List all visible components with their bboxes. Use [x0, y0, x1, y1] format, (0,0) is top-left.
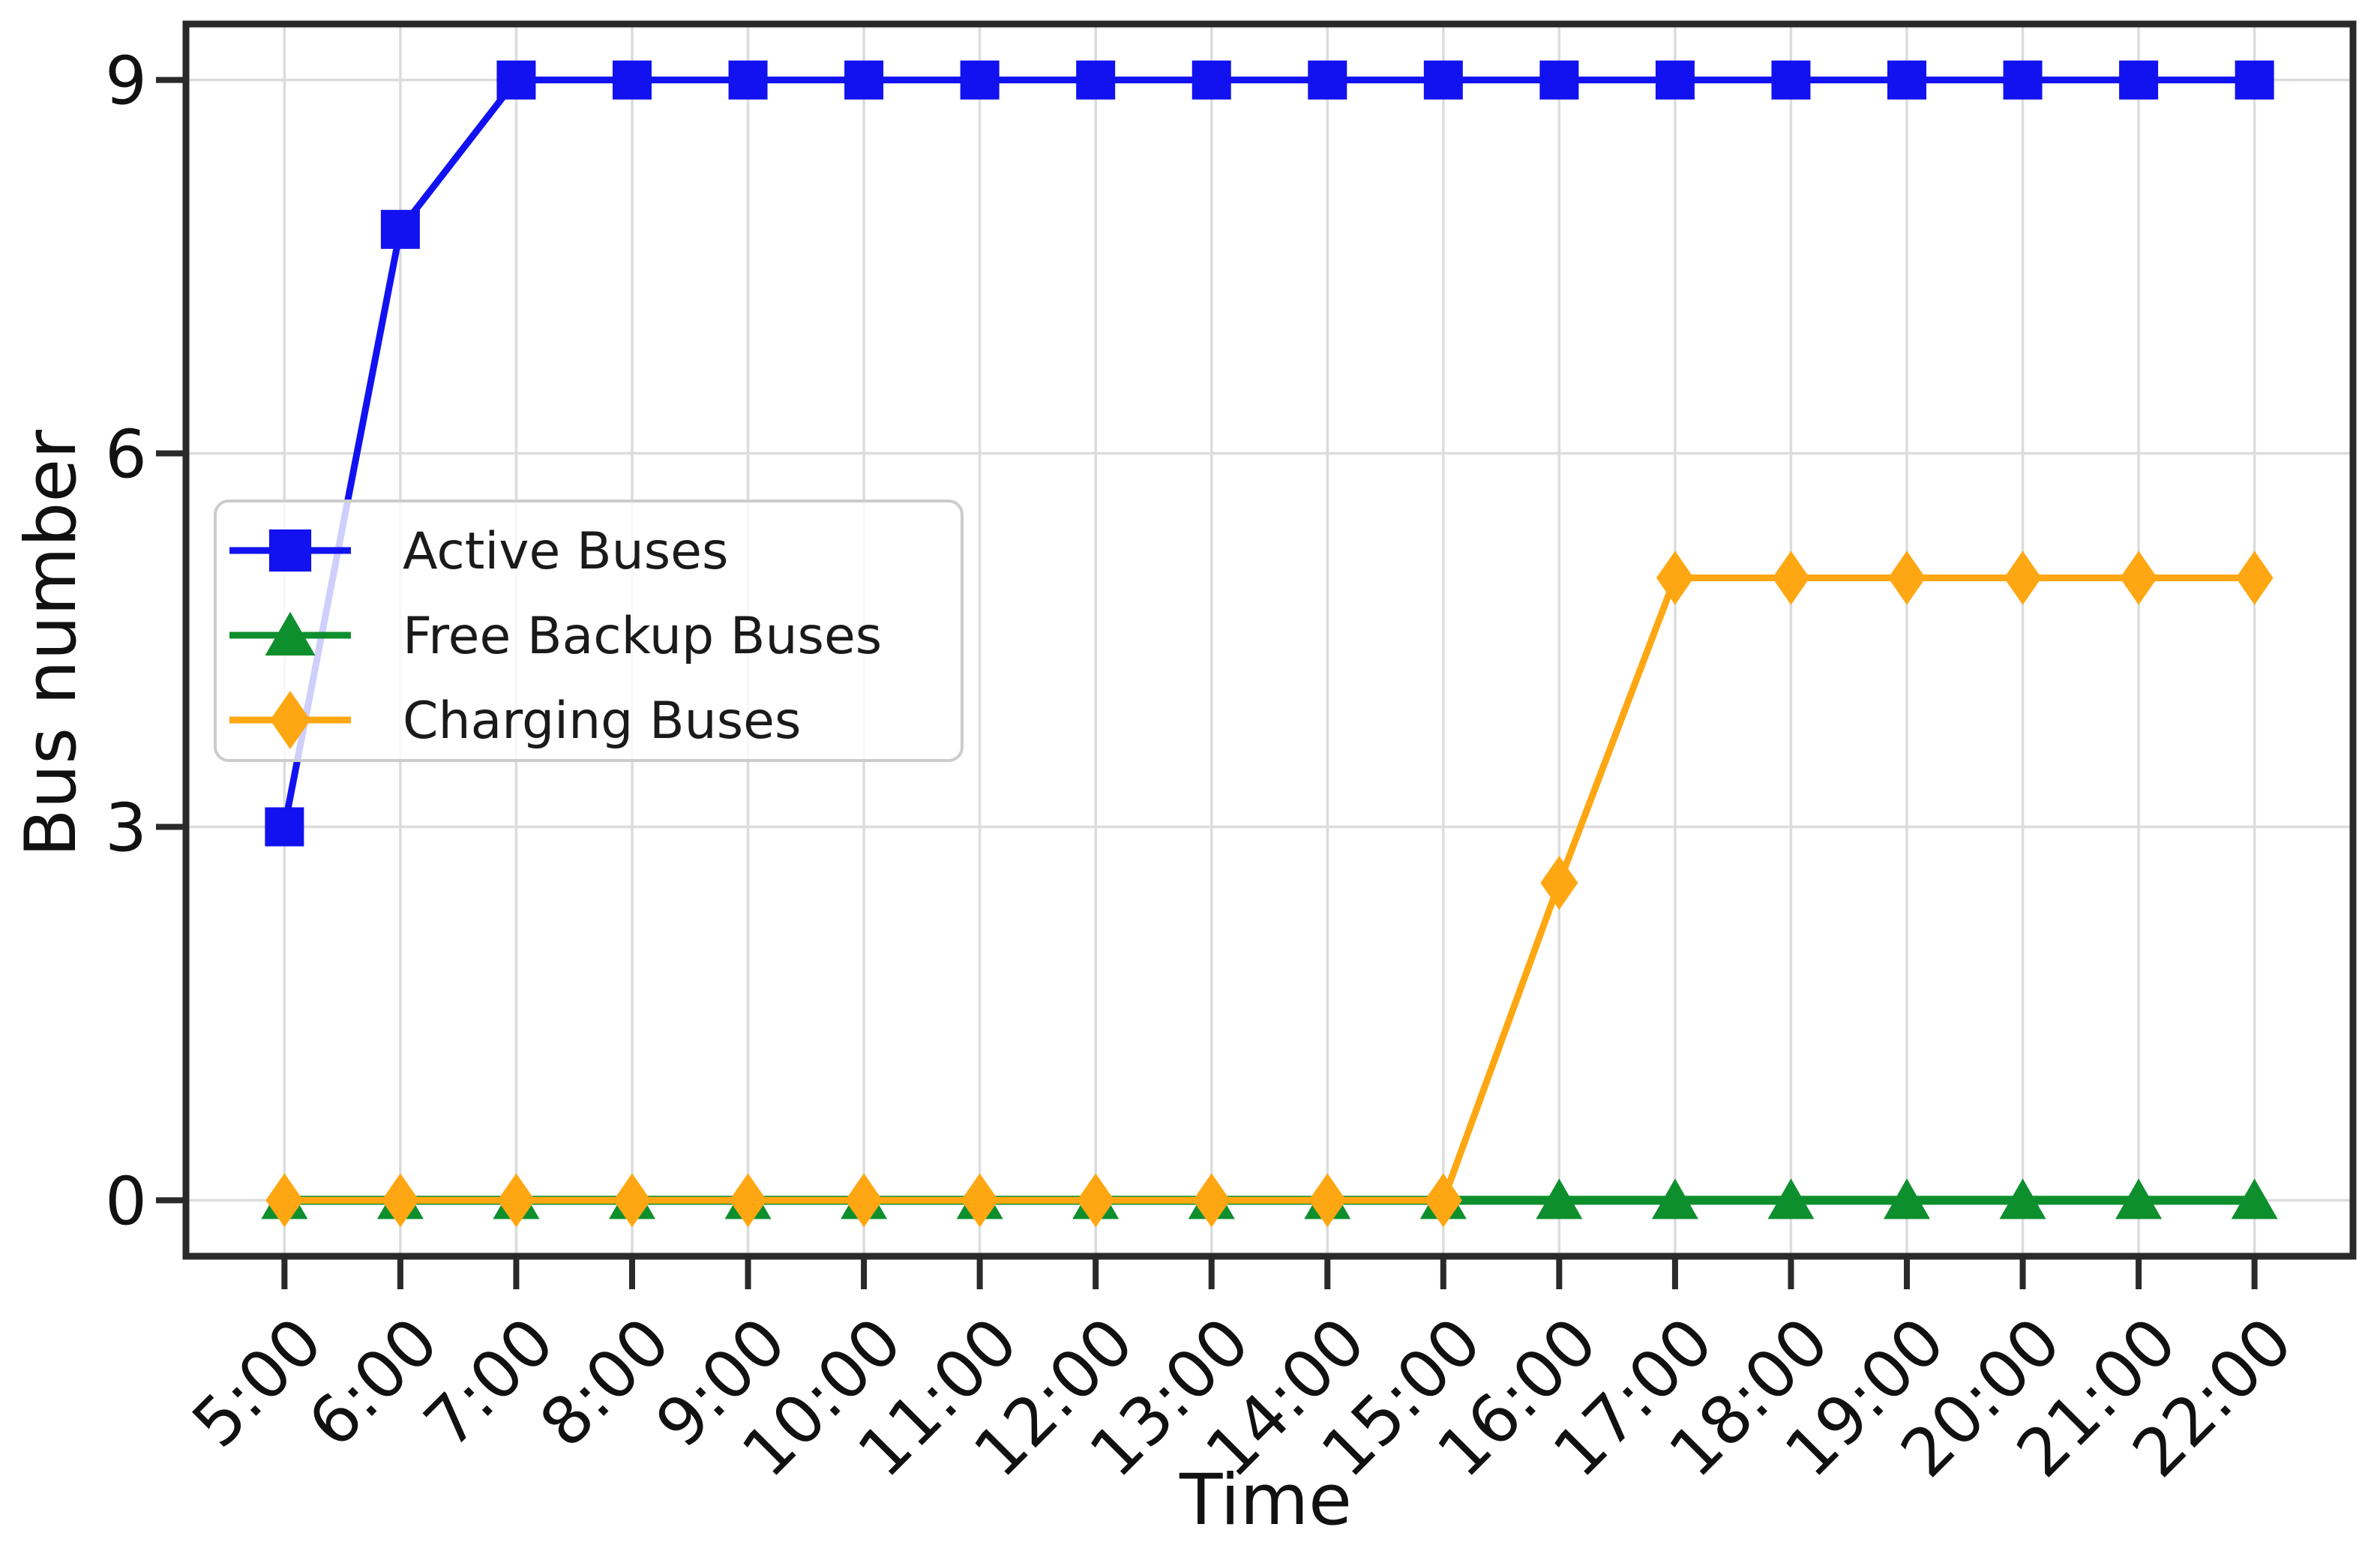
x-axis-title: Time — [1179, 1460, 1352, 1541]
series-line — [284, 574, 2255, 1204]
square-marker — [1539, 60, 1579, 100]
triangle-marker — [1884, 1178, 1930, 1220]
square-marker — [2003, 60, 2043, 100]
triangle-marker — [1999, 1178, 2046, 1220]
x-tick-label: 6:00 — [293, 1303, 453, 1462]
diamond-marker — [1772, 550, 1810, 605]
diamond-marker — [265, 1173, 304, 1228]
square-marker — [265, 807, 304, 847]
triangle-marker — [1767, 1178, 1815, 1220]
square-marker — [844, 60, 884, 100]
x-tick-label: 5:00 — [178, 1303, 337, 1462]
triangle-marker — [2115, 1178, 2163, 1220]
tick-marks — [156, 76, 2258, 1289]
triangle-marker — [1651, 1178, 1698, 1220]
diamond-marker — [381, 1173, 419, 1228]
square-marker — [268, 529, 312, 572]
square-marker — [1423, 60, 1463, 100]
y-tick-label: 3 — [105, 789, 147, 866]
square-marker — [1887, 60, 1926, 100]
x-tick-label: 8:00 — [525, 1303, 685, 1462]
triangle-marker — [2231, 1178, 2278, 1220]
square-marker — [1771, 60, 1811, 100]
diamond-marker — [1077, 1173, 1115, 1228]
legend-label: Active Buses — [403, 522, 728, 581]
diamond-marker — [729, 1173, 767, 1228]
triangle-marker — [265, 611, 316, 656]
diamond-marker — [1888, 550, 1926, 605]
legend: Active Buses Free Backup Buses Charging Bu… — [214, 500, 964, 762]
square-marker — [960, 60, 1000, 100]
diamond-marker — [1656, 550, 1694, 605]
square-marker — [1655, 60, 1695, 100]
legend-box — [214, 500, 964, 762]
triangle-marker — [1536, 1178, 1583, 1220]
square-marker — [1308, 60, 1347, 100]
square-marker — [496, 60, 536, 100]
diamond-marker — [1424, 1173, 1462, 1228]
diamond-marker — [497, 1173, 535, 1228]
diamond-marker — [1308, 1173, 1347, 1228]
diamond-marker — [270, 691, 310, 749]
diamond-marker — [2235, 550, 2274, 605]
square-marker — [1076, 60, 1116, 100]
legend-label: Free Backup Buses — [403, 607, 882, 666]
square-marker — [1191, 60, 1231, 100]
axes-frame — [182, 20, 2357, 1260]
y-tick-label: 9 — [105, 43, 147, 120]
y-tick-label: 0 — [105, 1162, 147, 1240]
plot-border — [182, 20, 2357, 1260]
diamond-marker — [2120, 550, 2158, 605]
x-tick-label: 7:00 — [409, 1303, 569, 1462]
square-marker — [2235, 60, 2274, 100]
square-marker — [2119, 60, 2159, 100]
diamond-marker — [2004, 550, 2042, 605]
y-tick-labels: 0 3 6 9 — [105, 43, 147, 1240]
series-lines — [261, 60, 2278, 1228]
diamond-marker — [961, 1173, 999, 1228]
diamond-marker — [1540, 856, 1578, 910]
square-marker — [613, 60, 652, 100]
y-axis-title: Bus number — [10, 430, 92, 857]
diamond-marker — [1192, 1173, 1230, 1228]
legend-label: Charging Buses — [403, 692, 801, 751]
square-marker — [728, 60, 768, 100]
square-marker — [380, 209, 420, 249]
diamond-marker — [613, 1173, 651, 1228]
diamond-marker — [845, 1173, 883, 1228]
y-tick-label: 6 — [105, 416, 147, 494]
